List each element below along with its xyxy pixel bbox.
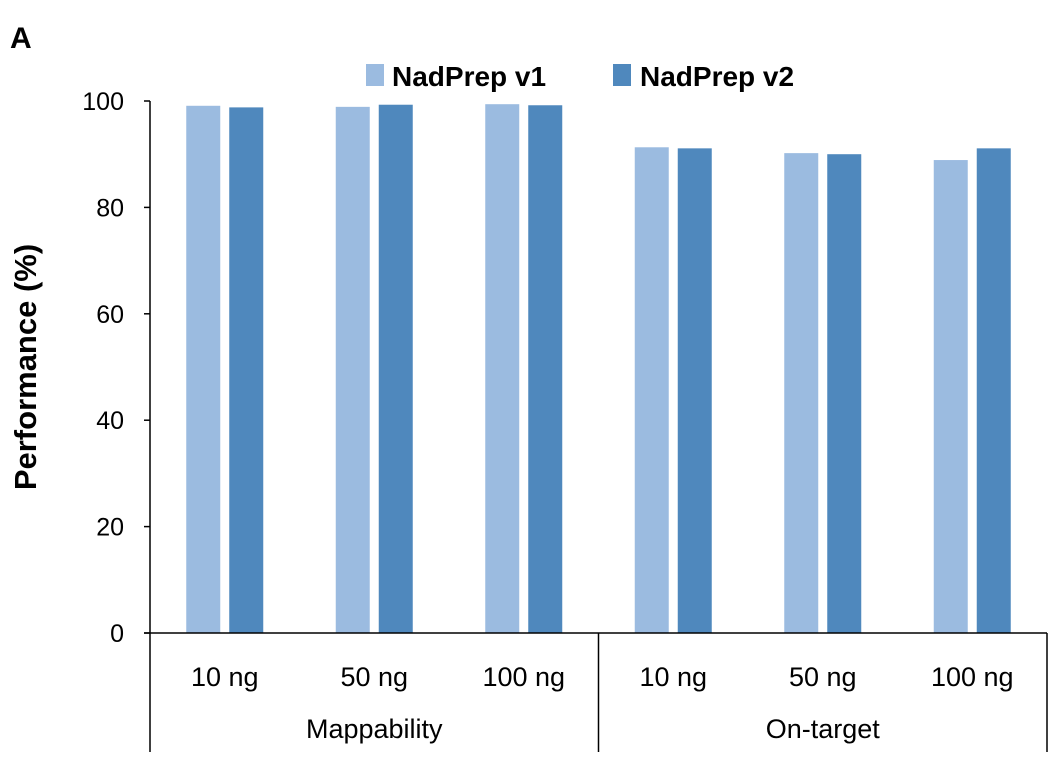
- y-tick-label-60: 60: [96, 301, 124, 329]
- legend: NadPrep v1 NadPrep v2: [366, 61, 794, 92]
- bar-v2-4: [827, 154, 862, 633]
- bar-v1-0: [186, 105, 221, 633]
- x-tick-label-1: 50 ng: [340, 662, 408, 692]
- y-tick-labels: 0 20 40 60 80 100: [82, 88, 124, 648]
- y-tick-label-20: 20: [96, 514, 124, 542]
- panel-label: A: [10, 22, 32, 55]
- y-axis-label: Performance (%): [8, 244, 43, 490]
- bar-v1-1: [335, 106, 370, 634]
- x-tick-label-3: 10 ng: [639, 662, 707, 692]
- x-tick-label-5: 100 ng: [931, 662, 1014, 692]
- y-tick-label-100: 100: [82, 88, 124, 116]
- x-tick-label-2: 100 ng: [482, 662, 565, 692]
- legend-label-v1: NadPrep v1: [392, 61, 546, 92]
- y-tick-label-0: 0: [110, 620, 124, 648]
- bar-v1-2: [485, 104, 520, 633]
- legend-label-v2: NadPrep v2: [640, 61, 794, 92]
- group-labels: Mappability On-target: [306, 714, 880, 744]
- bar-v2-2: [528, 105, 563, 634]
- legend-swatch-v2: [613, 64, 631, 86]
- legend-swatch-v1: [366, 64, 384, 86]
- axes: [144, 100, 1048, 752]
- y-tick-label-40: 40: [96, 407, 124, 435]
- bar-v2-5: [976, 148, 1011, 633]
- x-tick-label-0: 10 ng: [191, 662, 259, 692]
- bars: [186, 104, 1011, 634]
- bar-v2-3: [677, 148, 712, 633]
- bar-v2-1: [378, 104, 413, 633]
- group-label-0: Mappability: [306, 714, 443, 744]
- bar-v1-5: [933, 160, 968, 633]
- x-tick-label-4: 50 ng: [789, 662, 857, 692]
- y-tick-label-80: 80: [96, 194, 124, 222]
- bar-v2-0: [229, 107, 264, 633]
- bar-v1-4: [784, 153, 819, 634]
- group-label-1: On-target: [766, 714, 881, 744]
- x-tick-labels: 10 ng 50 ng 100 ng 10 ng 50 ng 100 ng: [191, 662, 1014, 692]
- bar-v1-3: [634, 147, 669, 633]
